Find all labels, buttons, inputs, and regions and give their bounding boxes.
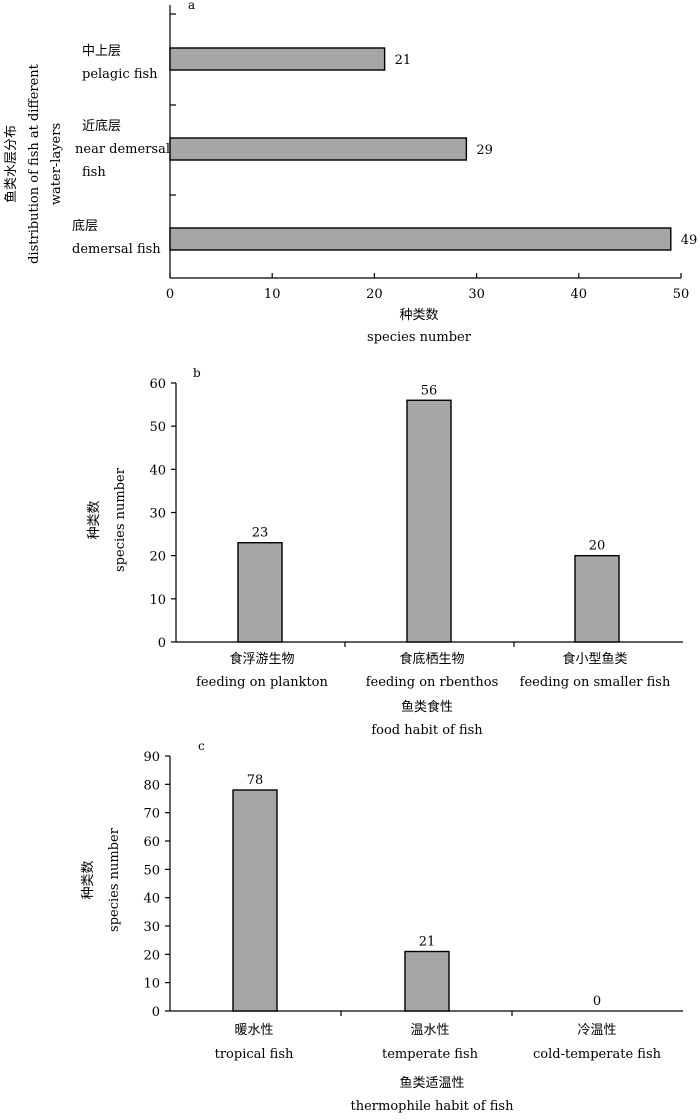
chart-a: a 0 10 20 30 40 50 21 29 49 中上层 pelagic fish 近底…	[3, 0, 697, 345]
chart-b-y-tick-label: 20	[149, 550, 166, 565]
chart-b-y-tick-label: 40	[149, 463, 166, 478]
chart-c-category-label-zh: 冷温性	[577, 1023, 616, 1038]
chart-b-y-tick-label: 0	[158, 636, 166, 651]
chart-a-panel-label: a	[188, 0, 195, 12]
chart-b-value-label: 23	[252, 526, 269, 541]
chart-c-y-tick-label: 40	[143, 892, 160, 907]
chart-b-value-labels: 23 56 20	[252, 383, 606, 553]
chart-a-y-axis-label-en: distribution of fish at different	[27, 63, 42, 264]
chart-b-y-tick-label: 60	[149, 377, 166, 392]
chart-c-y-tick-label: 80	[143, 778, 160, 793]
chart-a-category-label-en: demersal fish	[72, 242, 161, 257]
chart-c-panel-label: c	[198, 739, 205, 753]
chart-a-x-tick-label: 20	[366, 287, 383, 302]
chart-a-x-ticks: 0 10 20 30 40 50	[166, 273, 689, 302]
chart-a-category-label-en: pelagic fish	[82, 67, 158, 82]
chart-b-bars	[237, 399, 620, 643]
chart-a-value-labels: 21 29 49	[395, 53, 698, 248]
chart-a-bar	[169, 137, 468, 161]
chart-c-value-label: 21	[419, 935, 436, 950]
chart-c: c 0 10 20 30 40 50 60 70 80 90 78 21 0 暖水性 tropical…	[81, 739, 683, 1114]
chart-a-y-axis-label-en: water-layers	[49, 123, 64, 205]
chart-c-y-tick-label: 30	[143, 920, 160, 935]
chart-a-x-tick-label: 30	[468, 287, 485, 302]
chart-b-category-label-zh: 食底栖生物	[399, 651, 464, 667]
chart-c-y-tick-label: 50	[143, 863, 160, 878]
chart-c-value-label: 78	[247, 773, 264, 788]
chart-a-x-tick-label: 10	[264, 287, 281, 302]
chart-a-x-tick-label: 40	[571, 287, 588, 302]
chart-c-y-axis-label-en: species number	[107, 827, 122, 932]
chart-a-bar	[169, 227, 672, 251]
chart-a-category-label-zh: 近底层	[82, 118, 121, 134]
chart-c-bar	[404, 950, 450, 1012]
chart-b: b 0 10 20 30 40 50 60 23 56 20 食浮游生物 feeding on …	[87, 366, 683, 738]
chart-b-y-tick-label: 10	[149, 593, 166, 608]
chart-a-category-label-en: fish	[82, 165, 106, 180]
chart-c-category-label-en: tropical fish	[215, 1047, 294, 1062]
chart-c-y-tick-label: 70	[143, 807, 160, 822]
chart-b-y-axis-label-zh: 种类数	[87, 500, 102, 539]
chart-c-bar	[232, 789, 278, 1012]
chart-a-category-label-en: near demersal	[75, 142, 170, 157]
chart-c-x-axis-label-zh: 鱼类适温性	[399, 1075, 464, 1091]
chart-b-category-label-zh: 食小型鱼类	[562, 651, 627, 667]
chart-c-value-labels: 78 21 0	[247, 773, 601, 1009]
chart-a-value-label: 49	[681, 233, 698, 248]
chart-a-x-tick-label: 0	[166, 287, 174, 302]
chart-c-category-label-en: temperate fish	[382, 1047, 479, 1062]
chart-b-y-axis-label-en: species number	[113, 467, 128, 572]
chart-c-y-ticks: 0 10 20 30 40 50 60 70 80 90	[143, 750, 170, 1020]
chart-a-x-axis-label-en: species number	[367, 330, 472, 345]
chart-c-y-axis-label-zh: 种类数	[81, 860, 96, 899]
chart-c-y-tick-label: 60	[143, 835, 160, 850]
chart-b-bar	[574, 554, 620, 643]
chart-c-category-label-zh: 暖水性	[234, 1023, 273, 1038]
chart-c-x-axis-label-en: thermophile habit of fish	[351, 1099, 515, 1114]
chart-b-category-label-en: feeding on plankton	[196, 675, 328, 690]
chart-b-x-axis-label-en: food habit of fish	[371, 723, 483, 738]
chart-b-panel-label: b	[193, 366, 201, 380]
chart-a-category-label-zh: 中上层	[82, 44, 121, 59]
chart-b-bar	[406, 399, 452, 643]
chart-c-y-tick-label: 90	[143, 750, 160, 765]
chart-b-y-tick-label: 30	[149, 507, 166, 522]
chart-b-category-label-en: feeding on rbenthos	[366, 675, 499, 690]
chart-c-category-label-zh: 温水性	[410, 1023, 449, 1038]
chart-b-y-tick-label: 50	[149, 420, 166, 435]
chart-a-bar	[169, 47, 386, 71]
chart-c-value-label: 0	[593, 994, 601, 1009]
chart-b-value-label: 56	[421, 383, 438, 398]
chart-a-category-label-zh: 底层	[72, 218, 98, 234]
chart-c-y-tick-label: 0	[152, 1005, 160, 1020]
chart-c-y-tick-label: 20	[143, 948, 160, 963]
chart-a-x-tick-label: 50	[673, 287, 690, 302]
chart-b-value-label: 20	[589, 539, 606, 554]
chart-b-category-label-en: feeding on smaller fish	[520, 675, 671, 690]
chart-b-x-axis-label-zh: 鱼类食性	[401, 699, 453, 715]
chart-c-y-tick-label: 10	[143, 977, 160, 992]
chart-b-category-label-zh: 食浮游生物	[229, 651, 294, 667]
chart-a-bars	[169, 47, 672, 251]
chart-b-y-ticks: 0 10 20 30 40 50 60	[149, 377, 176, 651]
chart-b-bar	[237, 542, 283, 643]
chart-c-category-label-en: cold-temperate fish	[533, 1047, 662, 1062]
chart-a-value-label: 21	[395, 53, 412, 68]
chart-a-value-label: 29	[476, 143, 493, 158]
chart-a-y-axis-label-zh: 鱼类水层分布	[3, 125, 19, 203]
chart-c-bars	[232, 789, 450, 1012]
chart-a-x-axis-label-zh: 种类数	[399, 308, 438, 323]
